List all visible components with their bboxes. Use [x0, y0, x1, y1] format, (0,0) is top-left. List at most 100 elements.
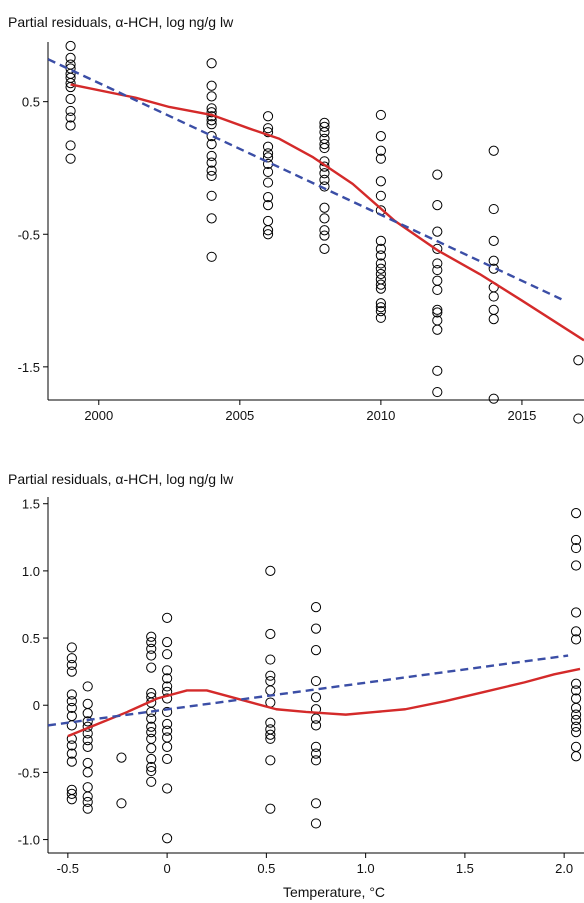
top-data-point [65, 112, 76, 123]
bottom-data-point [570, 626, 582, 637]
top-data-point [262, 148, 274, 159]
top-data-point [206, 119, 217, 130]
bottom-data-point [162, 833, 173, 844]
top-chart-title: Partial residuals, α-HCH, log ng/g lw [8, 14, 234, 30]
top-data-point [432, 365, 443, 376]
bottom-y-tick-label: 0 [33, 698, 40, 713]
top-data-point [206, 190, 217, 201]
bottom-data-point [570, 721, 582, 732]
top-y-tick-label: -1.5 [18, 360, 40, 375]
top-data-point [206, 103, 217, 114]
bottom-x-tick-label: 0.5 [257, 861, 275, 876]
bottom-data-point [82, 803, 93, 814]
top-data-point [375, 190, 386, 201]
top-data-point [262, 177, 274, 188]
bottom-data-point [265, 803, 276, 814]
bottom-data-point [146, 636, 157, 648]
top-data-point [375, 153, 386, 164]
bottom-data-point [265, 565, 276, 576]
bottom-data-point [82, 681, 93, 692]
top-data-point [432, 226, 443, 237]
bottom-data-point [570, 685, 582, 696]
bottom-data-point [82, 796, 93, 808]
top-data-point [319, 174, 330, 185]
top-data-point [206, 251, 217, 262]
bottom-data-point [66, 788, 77, 799]
top-linear-fit-line [48, 58, 562, 301]
bottom-data-point [265, 729, 276, 740]
top-data-point [432, 386, 443, 398]
top-data-point [319, 213, 330, 224]
top-data-point [65, 59, 76, 70]
top-data-point [432, 169, 443, 180]
top-data-point [375, 312, 386, 323]
bottom-data-point [82, 767, 93, 778]
bottom-data-point [265, 733, 276, 744]
top-x-tick-label: 2000 [84, 408, 113, 423]
top-data-point [319, 142, 330, 154]
bottom-data-point [116, 752, 127, 763]
bottom-data-point [66, 653, 77, 664]
bottom-data-point [146, 650, 157, 661]
top-data-point [375, 263, 386, 274]
bottom-data-point [162, 673, 173, 684]
bottom-data-point [66, 794, 77, 805]
bottom-data-point [146, 631, 157, 642]
top-data-point [375, 258, 386, 269]
top-x-tick-label: 2015 [507, 408, 536, 423]
bottom-x-tick-label: 2.0 [555, 861, 573, 876]
top-data-point [488, 203, 499, 215]
bottom-data-point [570, 741, 582, 752]
top-data-point [432, 199, 443, 211]
bottom-x-tick-label: 1.0 [357, 861, 375, 876]
bottom-data-point [66, 756, 77, 767]
bottom-data-point [162, 732, 173, 743]
top-data-point [319, 121, 330, 132]
bottom-y-tick-label: 0.5 [22, 631, 40, 646]
top-data-point [432, 307, 443, 318]
top-data-point [432, 243, 443, 254]
top-data-point [319, 127, 330, 138]
top-data-point [262, 192, 274, 203]
bottom-smooth-fit-line [67, 667, 581, 738]
bottom-y-tick-label: -1.0 [18, 833, 40, 848]
bottom-data-point [310, 623, 322, 634]
top-data-point [206, 157, 217, 168]
bottom-data-point [66, 702, 77, 714]
top-data-point [206, 150, 217, 162]
top-data-point [432, 275, 443, 286]
top-data-point [488, 304, 499, 315]
bottom-data-point [146, 643, 157, 654]
bottom-data-point [66, 642, 77, 653]
bottom-data-point [162, 612, 173, 624]
bottom-data-point [265, 675, 276, 687]
top-data-point [432, 304, 443, 315]
bottom-data-point [162, 649, 173, 660]
top-data-point [375, 176, 386, 187]
bottom-data-point [310, 713, 322, 724]
bottom-data-point [146, 761, 157, 773]
bottom-data-point [265, 670, 276, 681]
bottom-data-point [162, 725, 173, 736]
bottom-data-point [82, 741, 93, 752]
bottom-data-point [570, 607, 582, 618]
top-data-point [488, 393, 499, 404]
bottom-data-point [570, 542, 582, 554]
top-data-point [65, 78, 76, 89]
top-data-point [375, 109, 386, 121]
top-data-point [573, 413, 584, 424]
top-data-point [65, 140, 76, 151]
top-data-point [262, 229, 274, 240]
bottom-data-point [146, 753, 157, 765]
top-data-point [262, 215, 274, 227]
top-data-point [319, 133, 330, 144]
bottom-x-tick-label: -0.5 [57, 861, 79, 876]
bottom-data-point [116, 798, 127, 809]
bottom-data-point [570, 634, 582, 645]
top-data-point [262, 141, 274, 152]
top-data-point [488, 255, 499, 266]
bottom-data-point [82, 716, 93, 727]
bottom-data-point [265, 717, 276, 728]
bottom-data-point [310, 748, 322, 759]
top-data-point [206, 170, 217, 182]
